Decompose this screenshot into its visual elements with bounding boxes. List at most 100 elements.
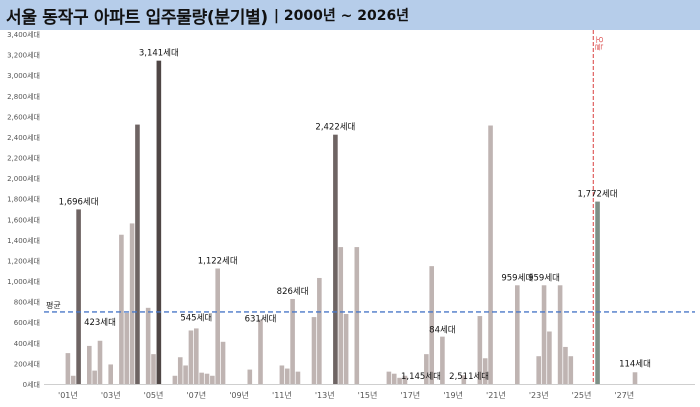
bar [354, 247, 360, 384]
data-label: 2,422세대 [315, 123, 355, 133]
bar [156, 60, 162, 384]
y-tick-label: 2,000세대 [7, 174, 40, 183]
bar [397, 377, 402, 384]
y-tick-label: 1,000세대 [7, 277, 40, 286]
bar [488, 125, 493, 384]
bar [595, 201, 600, 384]
data-label: 84세대 [429, 326, 455, 336]
y-tick-label: 1,800세대 [7, 195, 40, 204]
x-tick-label: '09년 [229, 390, 249, 400]
y-tick-label: 1,200세대 [7, 256, 40, 265]
bar [440, 336, 445, 384]
data-label: 631세대 [245, 315, 277, 325]
title-bar: 서울 동작구 아파트 입주물량(분기별) | 2000년 ~ 2026년 [0, 0, 700, 30]
bar [108, 364, 113, 384]
today-label: 오늘 [594, 36, 603, 51]
x-tick-label: '19년 [443, 390, 463, 400]
data-label: 2,511세대 [449, 372, 489, 382]
bar [151, 354, 156, 384]
data-label: 423세대 [84, 318, 116, 328]
x-tick-label: '21년 [486, 390, 506, 400]
y-tick-label: 1,600세대 [7, 215, 40, 224]
y-tick-label: 400세대 [14, 339, 40, 348]
bar [515, 285, 520, 384]
data-label: 1,696세대 [59, 197, 99, 207]
x-tick-label: '15년 [358, 390, 378, 400]
bar [461, 375, 467, 384]
bar [247, 369, 253, 384]
bar [391, 373, 397, 384]
y-tick-label: 1,400세대 [7, 236, 40, 245]
y-tick-label: 200세대 [14, 359, 40, 368]
data-label: 959세대 [528, 273, 560, 283]
y-tick-label: 2,200세대 [7, 154, 40, 163]
bar [258, 319, 263, 384]
y-tick-label: 3,400세대 [7, 30, 40, 39]
data-label: 1,772세대 [578, 190, 618, 200]
bar [183, 365, 188, 384]
x-tick-label: '07년 [186, 390, 206, 400]
bar [386, 371, 392, 384]
bar-chart: 0세대 200세대 400세대 600세대 800세대 1,000세대 1,200세대 1,4… [7, 30, 695, 400]
bar [317, 277, 322, 384]
x-tick-label: '11년 [272, 390, 292, 400]
bar [199, 372, 204, 384]
data-label: 959세대 [501, 273, 533, 283]
bar [76, 209, 81, 384]
bar [541, 285, 547, 384]
x-tick-label: '05년 [144, 390, 164, 400]
bar [129, 223, 135, 384]
chart-title: 서울 동작구 아파트 입주물량(분기별) [6, 7, 268, 28]
bar [279, 365, 285, 384]
bar [177, 357, 183, 384]
bar [65, 353, 71, 384]
bar [70, 375, 76, 384]
average-label: 평균 [46, 300, 61, 310]
bar [563, 346, 568, 384]
bar [482, 358, 488, 384]
x-tick-label: '23년 [529, 390, 549, 400]
bar [338, 247, 344, 384]
bar [295, 371, 301, 384]
bar [536, 356, 541, 384]
data-label: 1,145세대 [401, 372, 441, 382]
y-tick-label: 600세대 [14, 318, 40, 327]
y-tick-label: 2,400세대 [7, 133, 40, 142]
bar [97, 340, 103, 384]
bar [220, 341, 226, 384]
y-tick-label: 0세대 [23, 380, 40, 389]
y-tick-label: 2,800세대 [7, 92, 40, 101]
y-tick-label: 3,000세대 [7, 71, 40, 80]
x-tick-label: '17년 [400, 390, 420, 400]
bar [290, 298, 295, 384]
y-tick-label: 2,600세대 [7, 112, 40, 121]
bar [477, 316, 483, 384]
x-tick-label: '25년 [572, 390, 592, 400]
y-tick-label: 3,200세대 [7, 51, 40, 60]
bar [172, 375, 178, 384]
bar [92, 370, 97, 384]
bar [557, 285, 563, 384]
x-tick-label: '03년 [101, 390, 121, 400]
bar [429, 266, 434, 384]
data-label: 3,141세대 [139, 49, 179, 59]
bar [204, 373, 210, 384]
x-tick-label: '13년 [315, 390, 335, 400]
y-tick-label: 800세대 [14, 298, 40, 307]
bar [210, 375, 215, 384]
x-tick-label: '27년 [614, 390, 634, 400]
bar [215, 268, 220, 384]
data-label: 1,122세대 [198, 257, 238, 267]
data-label: 114세대 [619, 359, 651, 369]
bar [284, 368, 290, 384]
bar [402, 375, 408, 384]
bar [311, 317, 317, 384]
bar [145, 307, 151, 384]
bar [568, 356, 574, 384]
data-label: 826세대 [277, 287, 309, 297]
bar [188, 330, 194, 384]
bar [343, 314, 349, 384]
bar [194, 328, 199, 384]
data-label: 545세대 [180, 313, 212, 323]
chart-subtitle: | 2000년 ~ 2026년 [273, 8, 410, 24]
